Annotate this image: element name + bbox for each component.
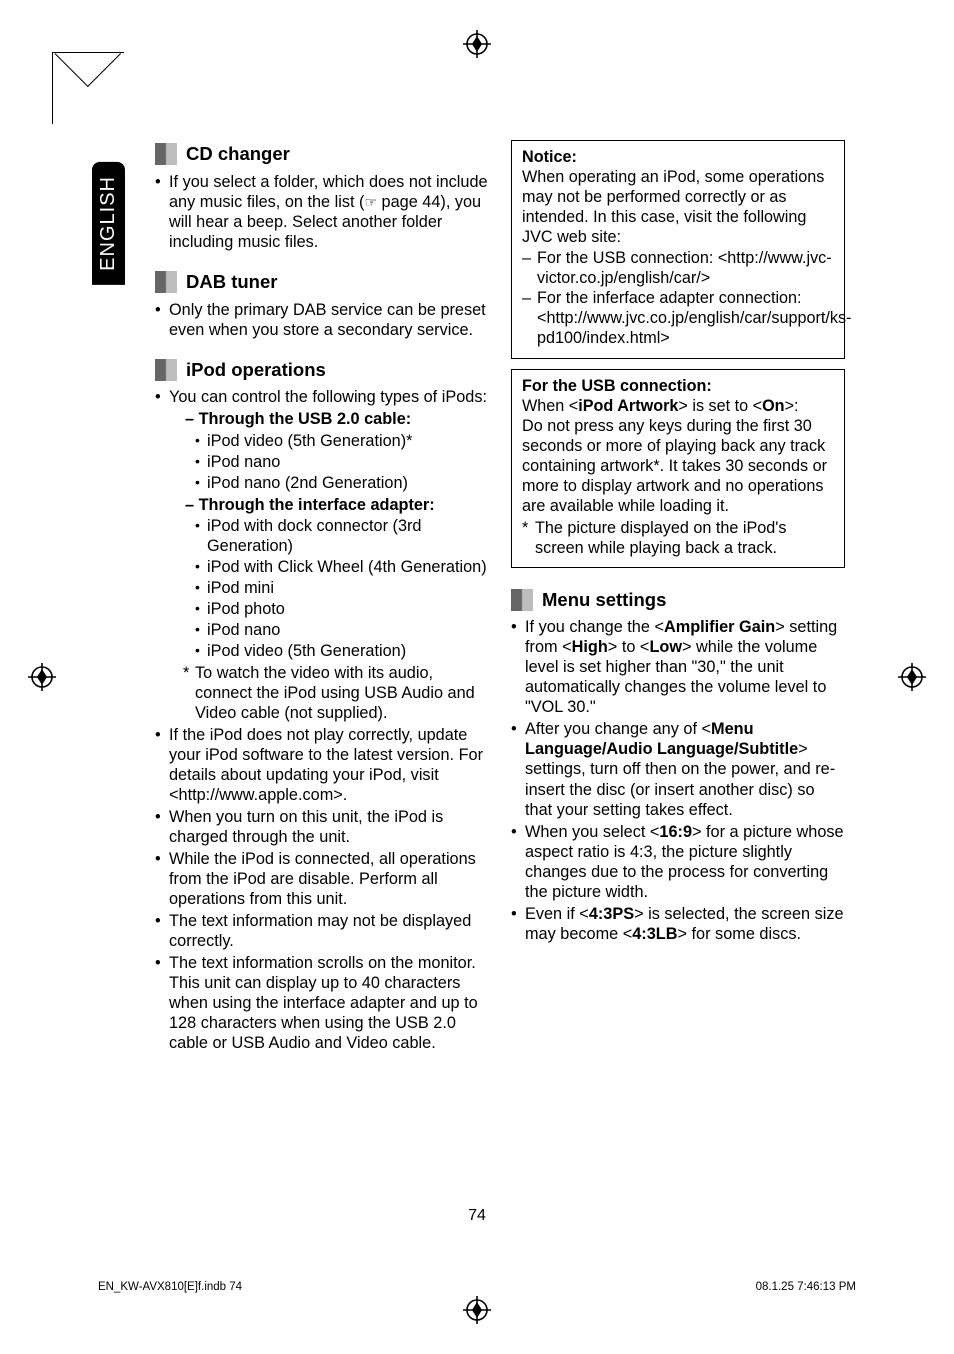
body-text: When < xyxy=(522,397,578,415)
list-item: iPod with dock connector (3rd Generation… xyxy=(195,516,489,556)
language-tab: ENGLISH xyxy=(92,162,125,285)
page-number: 74 xyxy=(0,1207,954,1225)
crop-corner xyxy=(52,52,124,124)
body-text: Do not press any keys during the first 3… xyxy=(522,417,834,517)
footer-left: EN_KW-AVX810[E]f.indb 74 xyxy=(98,1281,242,1293)
right-column: Notice: When operating an iPod, some ope… xyxy=(511,140,845,1055)
list-item: When you select <16:9> for a picture who… xyxy=(511,822,845,902)
sub-heading: – Through the USB 2.0 cable: xyxy=(169,409,489,429)
list-item: You can control the following types of i… xyxy=(155,387,489,723)
section-marker-icon xyxy=(155,359,177,381)
bold-text: 4:3LB xyxy=(632,925,677,943)
list-item: iPod nano xyxy=(195,452,489,472)
section-dab-tuner: DAB tuner xyxy=(155,271,489,294)
list-item: iPod photo xyxy=(195,599,489,619)
body-text: > is set to < xyxy=(678,397,762,415)
bold-text: Amplifier Gain xyxy=(664,618,775,636)
section-title: DAB tuner xyxy=(186,271,277,294)
usb-box: For the USB connection: When <iPod Artwo… xyxy=(511,369,845,567)
list-item: For the USB connection: <http://www.jvc-… xyxy=(522,249,834,289)
list-item: iPod mini xyxy=(195,578,489,598)
notice-box: Notice: When operating an iPod, some ope… xyxy=(511,140,845,359)
list-item: When you turn on this unit, the iPod is … xyxy=(155,807,489,847)
body-text: The picture displayed on the iPod's scre… xyxy=(535,519,786,557)
section-marker-icon xyxy=(511,589,533,611)
sub-list: iPod video (5th Generation)* iPod nano i… xyxy=(169,431,489,493)
usb-label: For the USB connection: xyxy=(522,377,834,397)
body-text: >: xyxy=(785,397,799,415)
footer-right: 08.1.25 7:46:13 PM xyxy=(756,1281,856,1293)
registration-mark-top xyxy=(463,30,491,58)
section-title: CD changer xyxy=(186,143,290,166)
list-item: If the iPod does not play correctly, upd… xyxy=(155,725,489,805)
section-cd-changer: CD changer xyxy=(155,143,489,166)
body-text: When operating an iPod, some operations … xyxy=(522,168,834,248)
registration-mark-right xyxy=(898,663,926,691)
list-item: Even if <4:3PS> is selected, the screen … xyxy=(511,904,845,944)
footnote: *The picture displayed on the iPod's scr… xyxy=(522,519,834,559)
bold-text: iPod Artwork xyxy=(578,397,678,415)
body-text: If you change the < xyxy=(525,618,664,636)
bold-text: Low xyxy=(649,638,682,656)
bold-text: 4:3PS xyxy=(589,905,634,923)
body-text: Even if < xyxy=(525,905,589,923)
list-item: After you change any of <Menu Language/A… xyxy=(511,719,845,819)
body-text: After you change any of < xyxy=(525,720,711,738)
list-item: While the iPod is connected, all operati… xyxy=(155,849,489,909)
list-item: The text information scrolls on the moni… xyxy=(155,953,489,1053)
left-column: CD changer If you select a folder, which… xyxy=(155,140,489,1055)
list-item: Only the primary DAB service can be pres… xyxy=(155,300,489,340)
body-text: When <iPod Artwork> is set to <On>: xyxy=(522,397,834,417)
footnote: To watch the video with its audio, conne… xyxy=(169,663,489,723)
body-text: When you select < xyxy=(525,823,659,841)
pointer-icon: ☞ xyxy=(364,194,377,211)
list-item: The text information may not be displaye… xyxy=(155,911,489,951)
body-text: > to < xyxy=(608,638,650,656)
sub-heading: – Through the interface adapter: xyxy=(169,495,489,515)
list-item: If you change the <Amplifier Gain> setti… xyxy=(511,617,845,717)
section-marker-icon xyxy=(155,271,177,293)
list-item: iPod video (5th Generation) xyxy=(195,641,489,661)
registration-mark-bottom xyxy=(463,1296,491,1324)
notice-label: Notice: xyxy=(522,148,834,168)
bold-text: On xyxy=(762,397,784,415)
list-item: iPod nano xyxy=(195,620,489,640)
sub-list: iPod with dock connector (3rd Generation… xyxy=(169,516,489,661)
list-item: iPod video (5th Generation)* xyxy=(195,431,489,451)
section-title: Menu settings xyxy=(542,589,666,612)
list-item: iPod with Click Wheel (4th Generation) xyxy=(195,557,489,577)
body-text: > for some discs. xyxy=(678,925,802,943)
section-title: iPod operations xyxy=(186,359,326,382)
list-item: For the inferface adapter connection: <h… xyxy=(522,289,834,349)
section-menu-settings: Menu settings xyxy=(511,589,845,612)
bold-text: 16:9 xyxy=(659,823,692,841)
section-ipod-operations: iPod operations xyxy=(155,359,489,382)
body-text: You can control the following types of i… xyxy=(169,388,487,406)
bold-text: High xyxy=(572,638,608,656)
list-item: iPod nano (2nd Generation) xyxy=(195,473,489,493)
section-marker-icon xyxy=(155,143,177,165)
list-item: If you select a folder, which does not i… xyxy=(155,172,489,252)
registration-mark-left xyxy=(28,663,56,691)
